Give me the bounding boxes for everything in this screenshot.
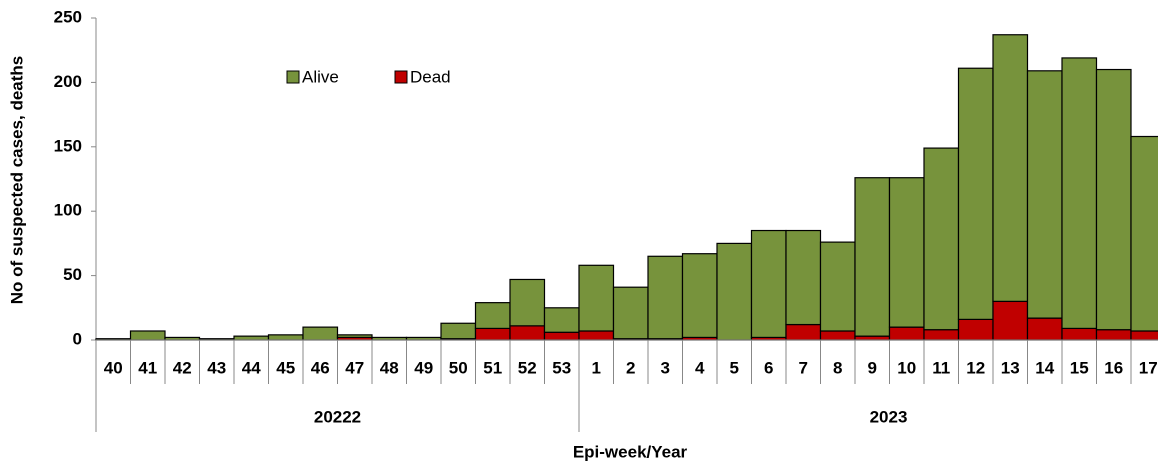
bar-segment <box>302 326 339 341</box>
bar-segment <box>647 255 684 340</box>
x-tick-label: 50 <box>449 358 468 377</box>
bar-segment <box>957 318 994 341</box>
bar-segment <box>129 330 166 341</box>
y-tick-label: 50 <box>63 265 82 284</box>
y-tick-label: 0 <box>73 329 82 348</box>
bar-segment <box>819 330 856 341</box>
bar-segment <box>992 300 1029 341</box>
x-tick-label: 41 <box>138 358 157 377</box>
x-tick-label: 46 <box>311 358 330 377</box>
x-tick-label: 49 <box>414 358 433 377</box>
x-axis-title: Epi-week/Year <box>573 442 688 461</box>
x-tick-label: 52 <box>518 358 537 377</box>
bar-segment <box>1130 135 1158 332</box>
bar-segment <box>578 264 615 332</box>
x-tick-label: 45 <box>276 358 295 377</box>
x-tick-label: 53 <box>552 358 571 377</box>
bar-segment <box>1026 70 1063 319</box>
x-tick-label: 47 <box>345 358 364 377</box>
bar-segment <box>1026 317 1063 341</box>
bar-segment <box>785 229 822 326</box>
bar-segment <box>681 253 718 339</box>
bar-segment <box>233 335 270 341</box>
bar-segment <box>578 330 615 341</box>
x-tick-label: 4 <box>695 358 705 377</box>
group-label: 20222 <box>314 407 361 426</box>
y-axis-title: No of suspected cases, deaths <box>7 56 26 304</box>
bar-segment <box>923 329 960 341</box>
x-tick-label: 44 <box>242 358 261 377</box>
x-tick-label: 43 <box>207 358 226 377</box>
legend-label: Alive <box>302 67 339 86</box>
bar-segment <box>819 241 856 332</box>
legend-label: Dead <box>410 67 451 86</box>
x-tick-label: 12 <box>966 358 985 377</box>
x-tick-label: 8 <box>833 358 842 377</box>
bar-segment <box>854 177 891 337</box>
bar-segment <box>750 229 787 339</box>
x-tick-label: 48 <box>380 358 399 377</box>
x-tick-label: 16 <box>1104 358 1123 377</box>
x-tick-label: 5 <box>730 358 739 377</box>
bar-segment <box>440 322 477 340</box>
x-tick-label: 7 <box>799 358 808 377</box>
y-tick-label: 250 <box>54 7 82 26</box>
bar-segment <box>992 34 1029 302</box>
legend-swatch <box>286 70 300 84</box>
y-tick-label: 100 <box>54 201 82 220</box>
bar-segment <box>888 326 925 341</box>
bar-segment <box>1095 329 1132 341</box>
bar-segment <box>1061 57 1098 330</box>
bar-segment <box>474 327 511 341</box>
x-tick-label: 1 <box>592 358 601 377</box>
x-tick-label: 9 <box>868 358 877 377</box>
bar-segment <box>957 67 994 320</box>
group-label: 2023 <box>870 407 908 426</box>
x-tick-label: 15 <box>1070 358 1089 377</box>
bar-segment <box>336 334 373 339</box>
x-tick-label: 10 <box>897 358 916 377</box>
bar-segment <box>785 323 822 341</box>
bar-segment <box>509 278 546 327</box>
x-tick-label: 6 <box>764 358 773 377</box>
bar-segment <box>1130 330 1158 341</box>
bar-segment <box>1061 327 1098 341</box>
x-tick-label: 17 <box>1139 358 1158 377</box>
x-tick-label: 42 <box>173 358 192 377</box>
bar-segment <box>543 331 580 341</box>
x-tick-label: 11 <box>932 358 950 377</box>
x-tick-label: 40 <box>104 358 123 377</box>
y-tick-label: 150 <box>54 136 82 155</box>
legend-swatch <box>394 70 408 84</box>
x-tick-label: 2 <box>626 358 635 377</box>
x-tick-label: 51 <box>483 358 502 377</box>
bar-segment <box>267 334 304 341</box>
bar-segment <box>1095 68 1132 331</box>
x-tick-label: 3 <box>661 358 670 377</box>
y-tick-label: 200 <box>54 72 82 91</box>
x-tick-label: 13 <box>1001 358 1020 377</box>
bar-segment <box>716 242 753 341</box>
bar-segment <box>543 307 580 333</box>
bar-segment <box>612 286 649 340</box>
bar-segment <box>923 147 960 331</box>
bar-segment <box>474 302 511 330</box>
x-tick-label: 14 <box>1035 358 1054 377</box>
bar-segment <box>509 325 546 341</box>
bar-segment <box>888 177 925 328</box>
